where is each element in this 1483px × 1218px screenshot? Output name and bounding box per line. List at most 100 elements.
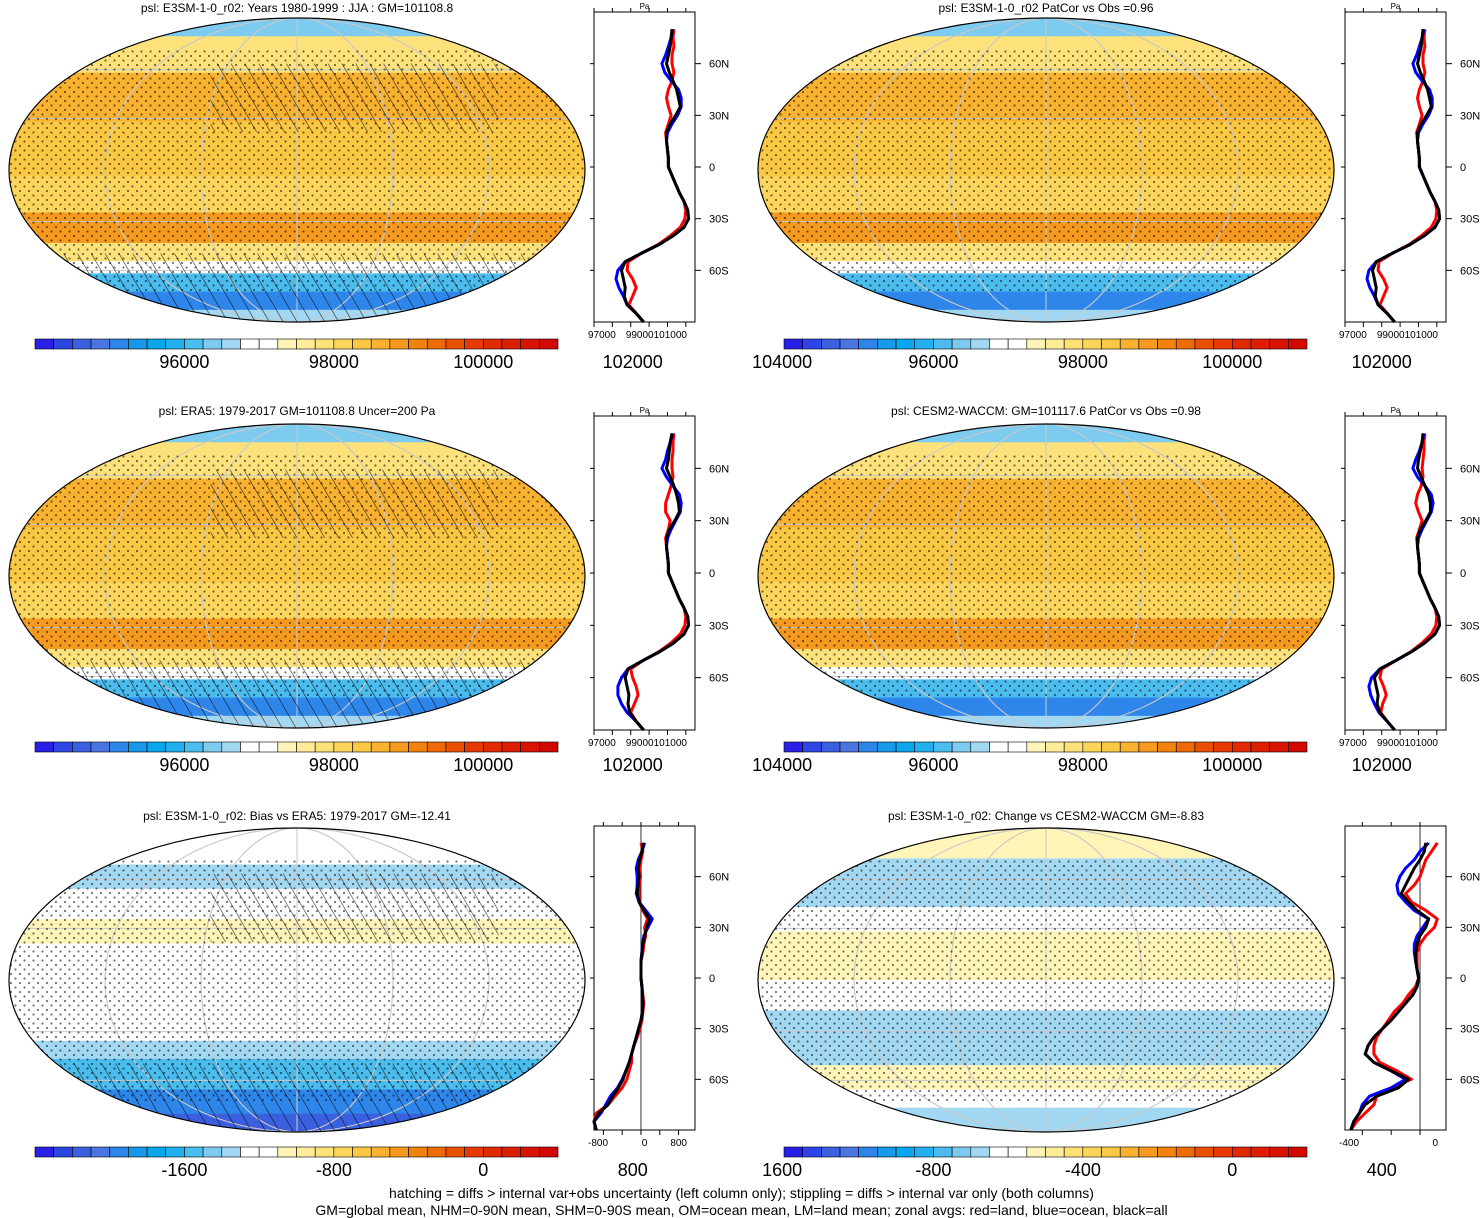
colorbar-swatch xyxy=(1194,1146,1214,1158)
colorbar-swatch xyxy=(1007,338,1028,350)
zonal-lat-label: 60N xyxy=(1460,872,1480,884)
map-field xyxy=(758,18,1334,322)
colorbar-swatch xyxy=(34,741,54,753)
colorbar-tick-label: 102000 xyxy=(1352,352,1412,372)
colorbar-swatch xyxy=(146,338,167,350)
colorbar-swatch xyxy=(1269,741,1289,753)
colorbar-swatch xyxy=(1213,338,1233,350)
colorbar-swatch xyxy=(128,741,148,753)
zonal-profile: Pa 60N 30N 0 30S 60S 97000 99000101000 xyxy=(588,406,729,749)
colorbar-swatch xyxy=(1288,1146,1308,1158)
zonal-lat-label: 60N xyxy=(709,463,729,475)
zonal-profile: Pa 60N 30N 0 30S 60S 97000 99000101000 xyxy=(1339,406,1480,749)
zonal-line-ocean xyxy=(1367,433,1442,731)
colorbar-swatch xyxy=(128,1146,148,1158)
colorbar-swatch xyxy=(258,338,279,350)
colorbar-swatch xyxy=(277,338,297,350)
zonal-line-all xyxy=(623,433,691,731)
colorbar-swatch xyxy=(370,1146,391,1158)
colorbar-swatch xyxy=(72,741,92,753)
map-title: psl: E3SM-1-0_r02 PatCor vs Obs =0.96 xyxy=(938,1,1153,15)
colorbar-swatch xyxy=(1175,338,1196,350)
zonal-x-label: 0 xyxy=(642,1138,648,1149)
colorbar-swatch xyxy=(72,1146,92,1158)
colorbar-swatch xyxy=(877,338,897,350)
zonal-line-all xyxy=(1372,433,1442,731)
colorbar-swatch xyxy=(539,338,559,350)
colorbar-swatch xyxy=(1213,741,1233,753)
zonal-lat-label: 30N xyxy=(1460,110,1480,122)
colorbar-swatch xyxy=(501,741,521,753)
colorbar-swatch xyxy=(1082,1146,1102,1158)
colorbar-tick-label: 0 xyxy=(1227,1160,1237,1180)
colorbar-swatch xyxy=(1157,338,1177,350)
colorbar-swatch xyxy=(352,1146,372,1158)
colorbar-swatch xyxy=(333,741,353,753)
colorbar-swatch xyxy=(445,338,465,350)
colorbar-swatch xyxy=(296,741,316,753)
colorbar-swatch xyxy=(1119,338,1140,350)
zonal-frame xyxy=(1344,415,1447,731)
zonal-unit-label: Pa xyxy=(640,406,650,415)
map-hatching xyxy=(9,659,585,728)
colorbar-swatch xyxy=(109,1146,129,1158)
colorbar-swatch xyxy=(1231,741,1252,753)
colorbar-tick-label: 98000 xyxy=(1058,755,1108,775)
colorbar-swatch xyxy=(914,741,934,753)
zonal-profile: Pa 60N 30N 0 30S 60S 97000 99000101000 xyxy=(588,2,729,341)
colorbar-swatch xyxy=(277,741,297,753)
colorbar-swatch xyxy=(389,1146,409,1158)
zonal-lat-label: 60S xyxy=(709,673,729,685)
colorbar-swatch xyxy=(1175,1146,1196,1158)
colorbar-swatch xyxy=(53,741,73,753)
map-outline xyxy=(8,17,586,323)
colorbar-swatch xyxy=(877,1146,897,1158)
colorbar-swatch xyxy=(184,338,204,350)
colorbar-swatch xyxy=(426,741,447,753)
map-outline xyxy=(8,827,586,1133)
colorbar-tick-label: 100000 xyxy=(453,352,513,372)
colorbar-swatch xyxy=(389,741,409,753)
colorbar-swatch xyxy=(970,338,990,350)
zonal-lat-label: 0 xyxy=(1460,162,1466,174)
colorbar-swatch xyxy=(165,338,185,350)
colorbar-swatch xyxy=(1101,338,1121,350)
colorbar-swatch xyxy=(1101,1146,1121,1158)
zonal-line-all xyxy=(620,29,691,323)
colorbar-swatch xyxy=(258,1146,279,1158)
colorbar-swatch xyxy=(221,1146,241,1158)
colorbar-swatch xyxy=(1194,741,1214,753)
map-field xyxy=(9,424,585,728)
zonal-x-label: 0 xyxy=(1432,1138,1438,1149)
colorbar-swatch xyxy=(989,338,1009,350)
panel-3: psl: ERA5: 1979-2017 GM=101108.8 Uncer=2… xyxy=(8,404,812,775)
colorbar-swatch xyxy=(933,338,953,350)
colorbar-swatch xyxy=(1007,741,1028,753)
zonal-x-label: 99000101000 xyxy=(1377,330,1439,341)
colorbar-swatch xyxy=(464,741,484,753)
colorbar-swatch xyxy=(370,741,391,753)
colorbar-swatch xyxy=(802,741,822,753)
zonal-line-all xyxy=(1371,29,1442,323)
colorbar-swatch xyxy=(1138,741,1158,753)
colorbar-swatch xyxy=(783,1146,803,1158)
map-outline xyxy=(757,827,1335,1133)
zonal-lat-label: 30S xyxy=(1460,1024,1480,1036)
colorbar-swatch xyxy=(464,338,484,350)
map xyxy=(757,423,1335,729)
colorbar-swatch xyxy=(951,1146,972,1158)
colorbar-swatch xyxy=(1250,741,1270,753)
colorbar-tick-label: 96000 xyxy=(908,755,958,775)
zonal-lat-label: 60S xyxy=(709,265,729,277)
colorbar-swatch xyxy=(146,741,167,753)
colorbar-swatch xyxy=(352,741,372,753)
colorbar-swatch xyxy=(90,1146,111,1158)
map-title: psl: E3SM-1-0_r02: Bias vs ERA5: 1979-20… xyxy=(143,809,451,823)
colorbar-tick-label: 102000 xyxy=(603,352,663,372)
colorbar-tick-label: 104000 xyxy=(752,352,812,372)
colorbar-swatch xyxy=(146,1146,167,1158)
colorbar-swatch xyxy=(970,1146,990,1158)
